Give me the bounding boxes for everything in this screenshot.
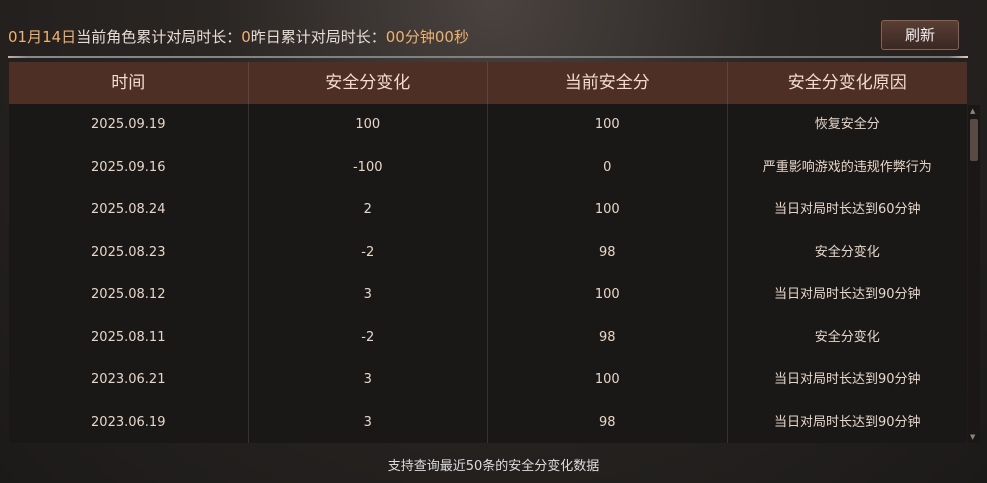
header-reason: 安全分变化原因: [787, 73, 907, 93]
safety-score-table: 时间 安全分变化 当前安全分 安全分变化原因 2025.09.19 100 100 恢…: [9, 62, 967, 443]
table-row: 2025.09.16 -100 0 严重影响游戏的违规作弊行为: [9, 146, 967, 189]
cell-change: 3: [249, 401, 488, 443]
cell-score: 100: [488, 274, 728, 317]
playtime-summary: 01月14日当前角色累计对局时长：0昨日累计对局时长：00分钟00秒: [8, 26, 469, 47]
cell-time: 2025.08.12: [9, 274, 249, 317]
cell-change: -2: [249, 231, 488, 274]
table-row: 2023.06.19 3 98 当日对局时长达到90分钟: [9, 401, 967, 443]
cell-score: 0: [488, 146, 728, 189]
header-time: 时间: [9, 62, 249, 104]
table-header: 时间 安全分变化 当前安全分 安全分变化原因: [9, 62, 967, 104]
table-row: 2023.06.21 3 100 当日对局时长达到90分钟: [9, 359, 967, 402]
table-row: 2025.08.11 -2 98 安全分变化: [9, 316, 967, 359]
table-row: 2025.09.19 100 100 恢复安全分: [9, 104, 967, 147]
cell-score: 98: [488, 316, 728, 359]
scrollbar[interactable]: ▲ ▼: [968, 105, 980, 443]
summary-date: 01月14日: [8, 28, 77, 46]
scroll-up-icon[interactable]: ▲: [970, 107, 976, 115]
cell-reason: 恢复安全分: [814, 117, 880, 132]
cell-change: 2: [249, 189, 488, 232]
scroll-down-icon[interactable]: ▼: [970, 433, 976, 441]
current-label: 当前角色累计对局时长：: [76, 28, 242, 46]
refresh-button[interactable]: 刷新: [881, 20, 959, 50]
cell-reason: 当日对局时长达到60分钟: [773, 202, 921, 217]
divider: [8, 56, 968, 58]
cell-time: 2025.09.19: [9, 104, 249, 147]
table-row: 2025.08.12 3 100 当日对局时长达到90分钟: [9, 274, 967, 317]
cell-reason: 当日对局时长达到90分钟: [773, 287, 921, 302]
header-score: 当前安全分: [488, 62, 728, 104]
cell-change: -2: [249, 316, 488, 359]
header-change: 安全分变化: [249, 62, 488, 104]
cell-change: 3: [249, 359, 488, 402]
current-value: 0: [241, 28, 251, 46]
table-row: 2025.08.24 2 100 当日对局时长达到60分钟: [9, 189, 967, 232]
footer-note: 支持查询最近50条的安全分变化数据: [387, 459, 600, 474]
cell-time: 2025.08.24: [9, 189, 249, 232]
cell-reason: 当日对局时长达到90分钟: [773, 372, 921, 387]
cell-reason: 安全分变化: [814, 244, 880, 260]
cell-reason: 严重影响游戏的违规作弊行为: [762, 159, 932, 175]
yesterday-label: 昨日累计对局时长：: [250, 28, 386, 46]
cell-time: 2025.08.11: [9, 316, 249, 359]
yesterday-value: 00分钟00秒: [385, 28, 469, 46]
cell-score: 100: [488, 104, 728, 147]
cell-time: 2025.09.16: [9, 146, 249, 189]
cell-score: 100: [488, 189, 728, 232]
cell-time: 2023.06.21: [9, 359, 249, 402]
table-row: 2025.08.23 -2 98 安全分变化: [9, 231, 967, 274]
cell-reason: 安全分变化: [814, 329, 880, 345]
cell-change: -100: [249, 146, 488, 189]
cell-score: 98: [488, 231, 728, 274]
cell-score: 98: [488, 401, 728, 443]
scrollbar-thumb[interactable]: [970, 119, 978, 161]
cell-score: 100: [488, 359, 728, 402]
cell-change: 100: [249, 104, 488, 147]
cell-time: 2025.08.23: [9, 231, 249, 274]
cell-time: 2023.06.19: [9, 401, 249, 443]
cell-change: 3: [249, 274, 488, 317]
cell-reason: 当日对局时长达到90分钟: [773, 414, 921, 430]
